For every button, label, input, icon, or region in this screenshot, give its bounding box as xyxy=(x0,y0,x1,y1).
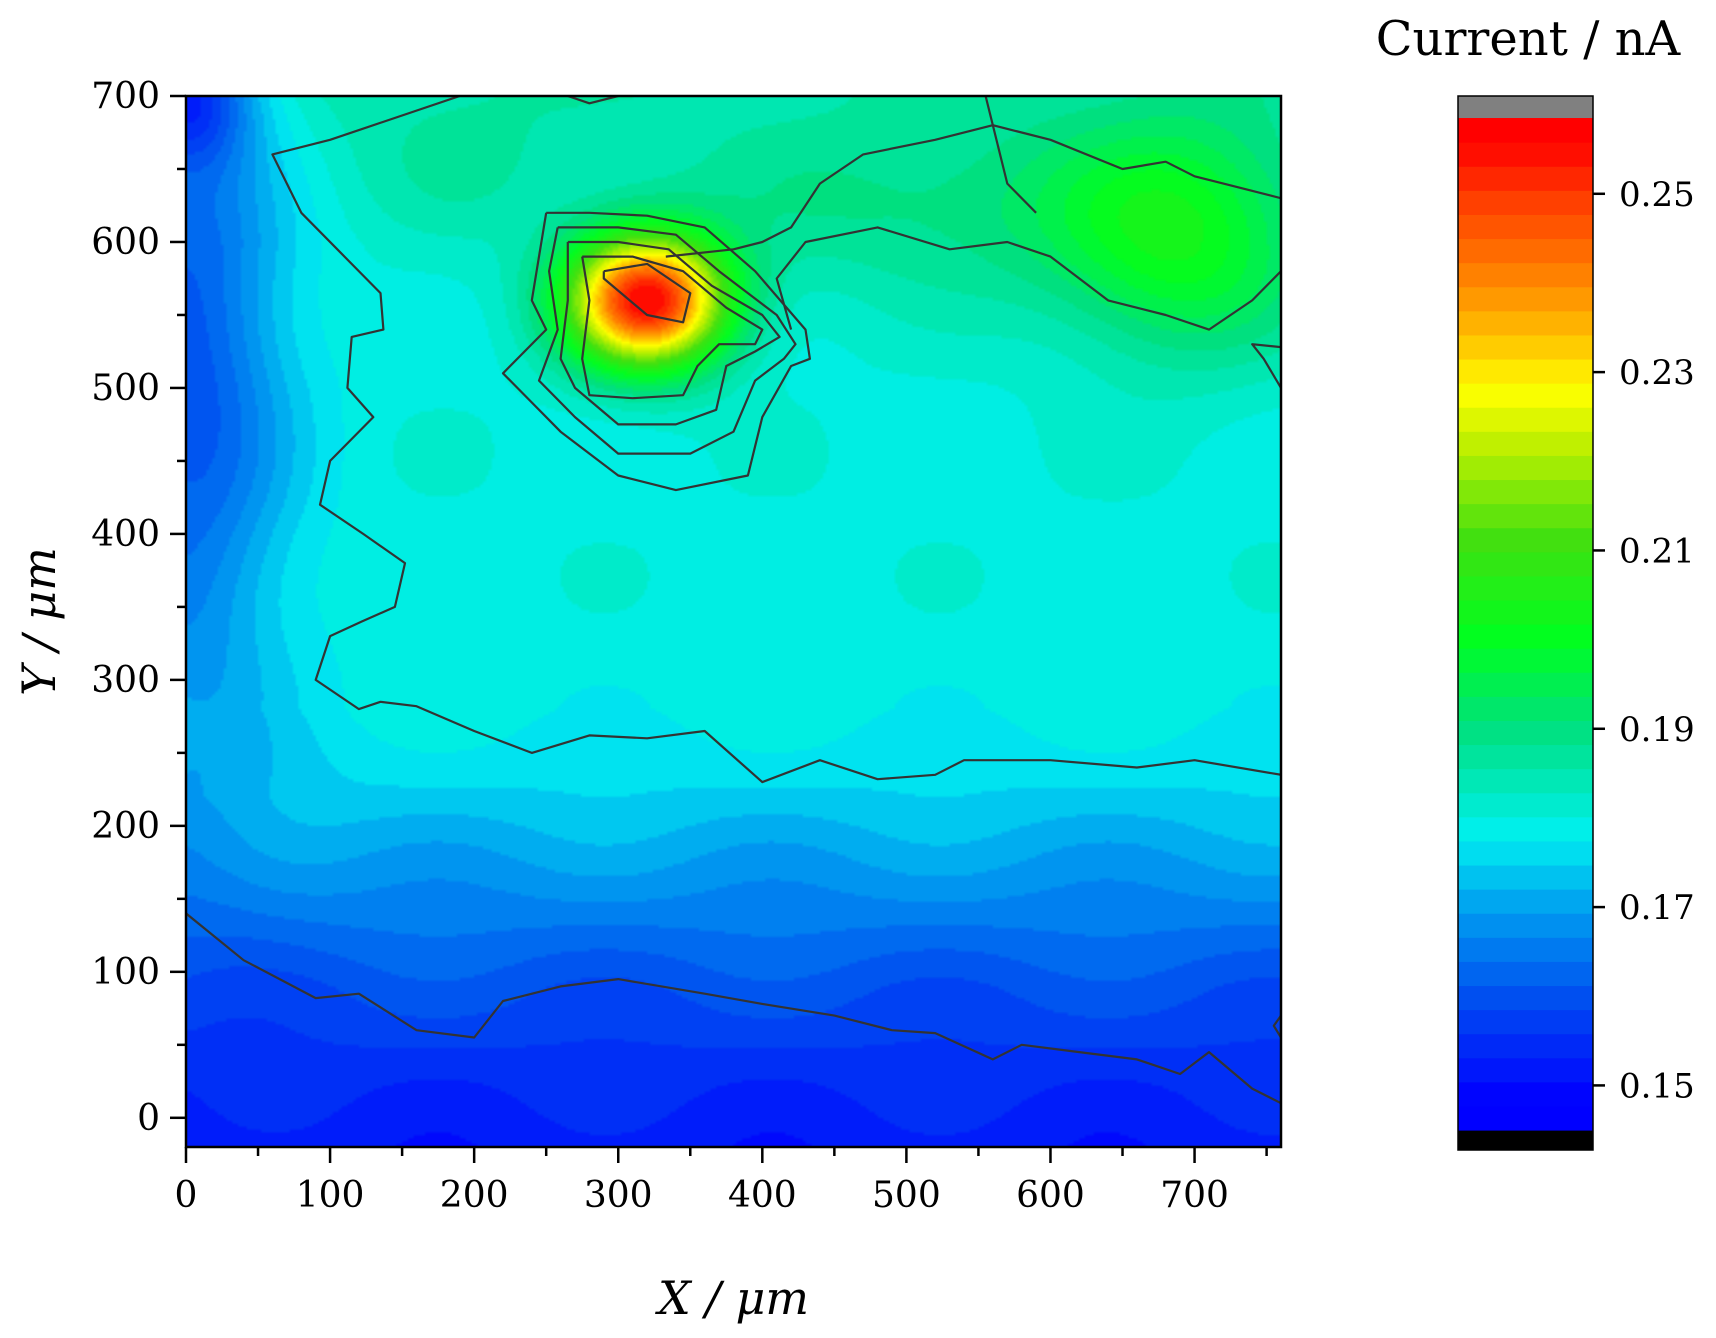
colorbar-band-24 xyxy=(1458,527,1593,553)
contour-line-peak-0 xyxy=(501,211,811,492)
colorbar-tick-label-2: 0.19 xyxy=(1619,710,1695,750)
contour-line-right-edge-lower xyxy=(1272,1014,1281,1039)
colorbar-band-28 xyxy=(1458,431,1593,456)
contour-line-peak-3 xyxy=(581,255,764,400)
colorbar-band-15 xyxy=(1458,744,1593,770)
colorbar-band-40 xyxy=(1458,142,1593,167)
plot-frame xyxy=(184,94,1283,1149)
colorbar-frame xyxy=(1457,95,1594,1151)
x-tick-label-200: 200 xyxy=(440,1175,509,1216)
colorbar-above-swatch xyxy=(1458,96,1593,118)
colorbar-band-41 xyxy=(1458,118,1593,143)
colorbar-band-23 xyxy=(1458,551,1593,577)
x-tick-label-600: 600 xyxy=(1016,1175,1085,1216)
colorbar-band-8 xyxy=(1458,913,1593,938)
contour-line-lower-band xyxy=(186,912,1281,1105)
colorbar-band-27 xyxy=(1458,455,1593,481)
colorbar-band-14 xyxy=(1458,768,1593,794)
colorbar-band-10 xyxy=(1458,864,1593,890)
colorbar: 0.15 0.17 0.19 0.21 0.23 0.25 xyxy=(1457,95,1695,1151)
colorbar-band-25 xyxy=(1458,503,1593,529)
contour-line-top-right-notch xyxy=(984,96,1037,214)
colorbar-band-38 xyxy=(1458,190,1593,215)
y-tick-label-200: 200 xyxy=(91,806,160,847)
colorbar-band-2 xyxy=(1458,1057,1593,1083)
colorbar-band-0 xyxy=(1458,1105,1593,1131)
colorbar-band-31 xyxy=(1458,358,1593,384)
colorbar-band-34 xyxy=(1458,286,1593,312)
current-heatmap xyxy=(186,96,1281,1147)
colorbar-title: Current / nA xyxy=(1376,11,1682,67)
colorbar-band-36 xyxy=(1458,238,1593,264)
colorbar-band-4 xyxy=(1458,1009,1593,1035)
colorbar-band-21 xyxy=(1458,599,1593,625)
colorbar-band-5 xyxy=(1458,985,1593,1011)
colorbar-band-3 xyxy=(1458,1033,1593,1059)
colorbar-band-26 xyxy=(1458,479,1593,505)
colorbar-tick-label-4: 0.23 xyxy=(1619,353,1695,393)
x-tick-label-500: 500 xyxy=(872,1175,941,1216)
x-axis-label: X / μm xyxy=(655,1271,809,1325)
colorbar-band-33 xyxy=(1458,310,1593,336)
x-tick-label-100: 100 xyxy=(296,1175,365,1216)
colorbar-band-30 xyxy=(1458,383,1593,408)
contour-line-peak-core xyxy=(602,262,692,324)
colorbar-band-6 xyxy=(1458,961,1593,987)
colorbar-band-22 xyxy=(1458,575,1593,601)
y-axis-label: Y / μm xyxy=(12,547,66,696)
y-tick-label-500: 500 xyxy=(91,368,160,409)
x-tick-label-400: 400 xyxy=(728,1175,797,1216)
x-tick-label-300: 300 xyxy=(584,1175,653,1216)
colorbar-band-16 xyxy=(1458,720,1593,746)
colorbar-band-1 xyxy=(1458,1081,1593,1107)
colorbar-band-20 xyxy=(1458,624,1593,649)
colorbar-band-9 xyxy=(1458,889,1593,914)
contour-line-outer-upper-top xyxy=(567,96,619,105)
contour-line-peak-2 xyxy=(559,240,781,426)
colorbar-band-37 xyxy=(1458,214,1593,240)
colorbar-band-12 xyxy=(1458,816,1593,842)
y-tick-label-600: 600 xyxy=(91,222,160,263)
colorbar-band-35 xyxy=(1458,262,1593,288)
colorbar-band-7 xyxy=(1458,937,1593,962)
x-tick-label-0: 0 xyxy=(175,1175,198,1216)
colorbar-band-17 xyxy=(1458,696,1593,721)
colorbar-band-29 xyxy=(1458,407,1593,432)
y-tick-label-0: 0 xyxy=(137,1098,160,1139)
x-axis: 0 100 200 300 400 500 600 700 xyxy=(175,1147,1268,1216)
x-tick-label-700: 700 xyxy=(1160,1175,1229,1216)
y-tick-label-700: 700 xyxy=(91,76,160,117)
y-tick-label-400: 400 xyxy=(91,514,160,555)
contour-lines xyxy=(186,96,1281,1105)
contour-line-outer-upper xyxy=(271,96,1281,784)
colorbar-band-19 xyxy=(1458,648,1593,673)
colorbar-tick-label-1: 0.17 xyxy=(1619,888,1695,928)
colorbar-tick-label-3: 0.21 xyxy=(1619,531,1695,571)
colorbar-tick-label-5: 0.25 xyxy=(1619,175,1695,215)
contour-line-peak-1 xyxy=(537,226,797,455)
contour-line-right-edge-notch xyxy=(1251,343,1281,389)
y-tick-label-100: 100 xyxy=(91,952,160,993)
y-axis: 0 100 200 300 400 500 600 700 xyxy=(91,76,186,1139)
colorbar-band-11 xyxy=(1458,840,1593,866)
colorbar-band-13 xyxy=(1458,792,1593,818)
colorbar-band-18 xyxy=(1458,672,1593,697)
y-tick-label-300: 300 xyxy=(91,660,160,701)
colorbar-below-swatch xyxy=(1458,1130,1593,1150)
colorbar-band-32 xyxy=(1458,334,1593,360)
colorbar-band-39 xyxy=(1458,166,1593,191)
plot-area xyxy=(184,94,1283,1149)
colorbar-tick-label-0: 0.15 xyxy=(1619,1066,1695,1106)
contour-line-green-plateau xyxy=(665,124,1281,331)
